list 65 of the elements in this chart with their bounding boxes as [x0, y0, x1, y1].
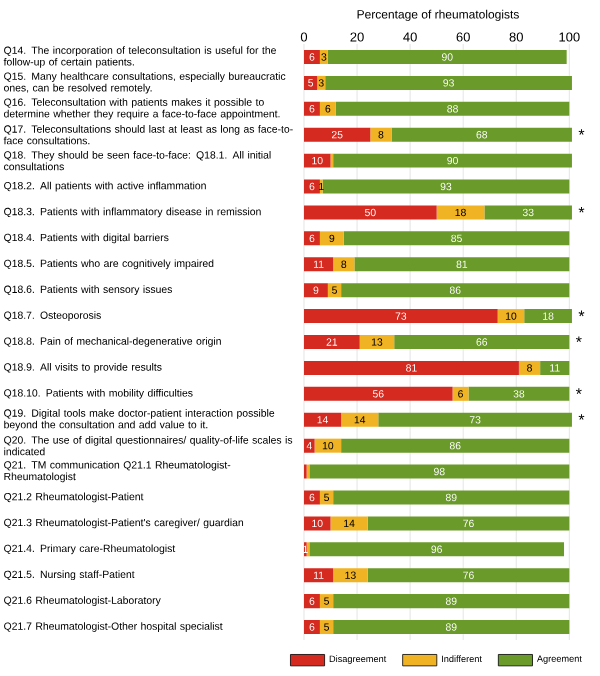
bar [303, 412, 342, 427]
bar [303, 283, 328, 298]
bar [303, 127, 371, 142]
bar [303, 309, 498, 324]
bar [468, 386, 570, 401]
bar [327, 49, 567, 64]
bar [436, 205, 485, 220]
bar [333, 490, 570, 505]
bar [303, 75, 318, 90]
bar [394, 335, 570, 350]
bar [303, 438, 315, 453]
bar [333, 594, 570, 609]
bar [325, 75, 572, 90]
bar [341, 438, 570, 453]
annotation: * [578, 414, 585, 420]
bar [303, 620, 320, 635]
bar [303, 594, 320, 609]
bar [518, 360, 541, 375]
bar [378, 412, 572, 427]
bar [341, 283, 570, 298]
bar [391, 127, 572, 142]
bar [303, 568, 334, 583]
bar [303, 490, 320, 505]
bar [497, 309, 525, 324]
bar [333, 257, 355, 272]
bar [319, 231, 344, 246]
bar [303, 153, 331, 168]
bar [370, 127, 392, 142]
bar [335, 101, 570, 116]
bar [359, 335, 395, 350]
bar [322, 179, 570, 194]
bar [303, 205, 437, 220]
bar [303, 257, 334, 272]
bar [367, 516, 570, 531]
bar [341, 412, 379, 427]
bar [333, 620, 570, 635]
bar [330, 516, 368, 531]
bar [303, 335, 360, 350]
bar [309, 542, 565, 557]
bar [367, 568, 570, 583]
bar [303, 386, 453, 401]
bar [319, 49, 328, 64]
bar [303, 516, 331, 531]
bar [333, 568, 368, 583]
bar [303, 49, 320, 64]
bar [524, 309, 572, 324]
bar [319, 594, 334, 609]
bar [540, 360, 570, 375]
bar [303, 179, 320, 194]
annotation: * [578, 206, 585, 213]
bar [303, 231, 320, 246]
bar [303, 360, 519, 375]
bar [333, 153, 572, 168]
bar [354, 257, 570, 272]
bar [327, 283, 342, 298]
bar [309, 464, 570, 479]
bar [319, 101, 336, 116]
bar [484, 205, 572, 220]
bar [303, 101, 320, 116]
bar [343, 231, 570, 246]
annotation: * [578, 310, 585, 317]
annotation: * [575, 388, 582, 394]
annotation: * [575, 336, 582, 343]
bar [314, 438, 342, 453]
annotation: * [578, 129, 585, 135]
